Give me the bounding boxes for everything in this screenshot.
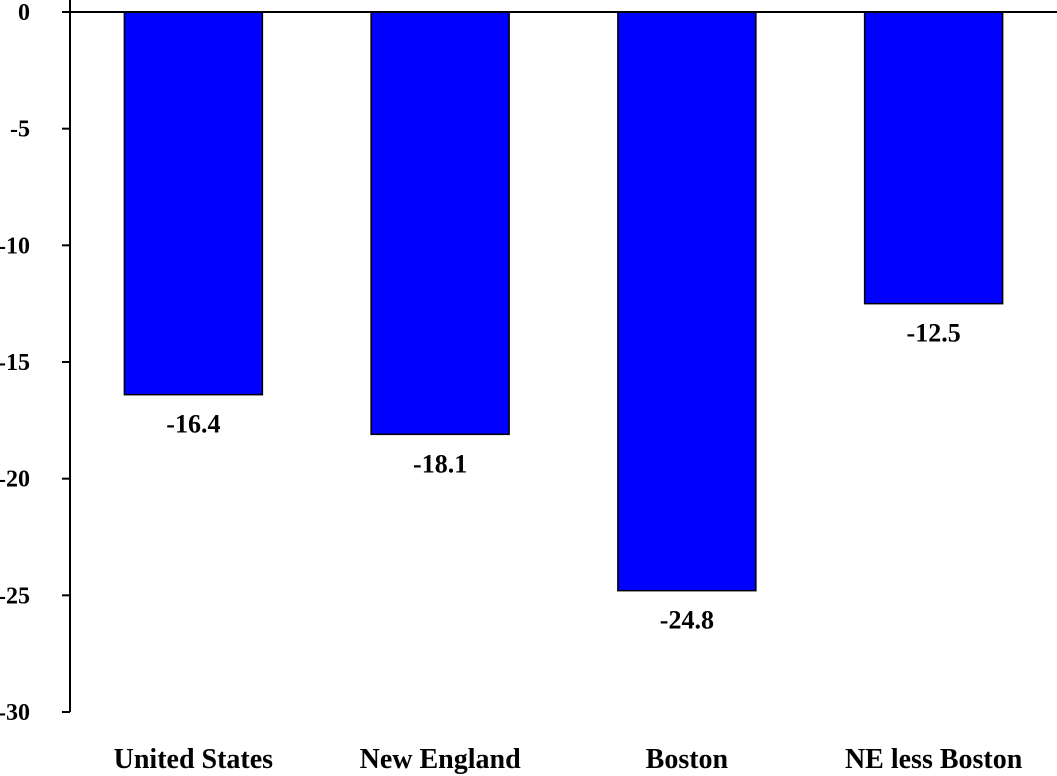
bar (617, 11, 757, 592)
bars (123, 11, 1004, 592)
y-tick-label: -25 (0, 583, 30, 609)
category-label: New England (360, 744, 521, 775)
category-label: United States (114, 744, 274, 775)
y-axis-ticks: 0 -5 -10 -15 -20 -25 -30 (0, 0, 70, 726)
y-tick-label: -5 (10, 117, 30, 143)
category-labels: United States New England Boston NE less Bo… (114, 744, 1023, 775)
y-tick-label: -10 (0, 233, 30, 259)
bar (370, 11, 510, 436)
y-tick-label: -30 (0, 700, 30, 726)
category-label: NE less Boston (845, 744, 1023, 775)
bar (123, 11, 264, 396)
category-label: Boston (646, 744, 729, 775)
bar (863, 11, 1004, 305)
y-tick-label: -15 (0, 350, 30, 376)
y-tick-label: 0 (18, 0, 30, 26)
data-label: -18.1 (413, 449, 467, 478)
y-tick-label: -20 (0, 467, 30, 493)
data-label: -24.8 (660, 606, 714, 635)
data-label: -12.5 (907, 319, 961, 348)
data-label: -16.4 (166, 410, 220, 439)
data-labels: -16.4 -18.1 -24.8 -12.5 (166, 319, 960, 635)
